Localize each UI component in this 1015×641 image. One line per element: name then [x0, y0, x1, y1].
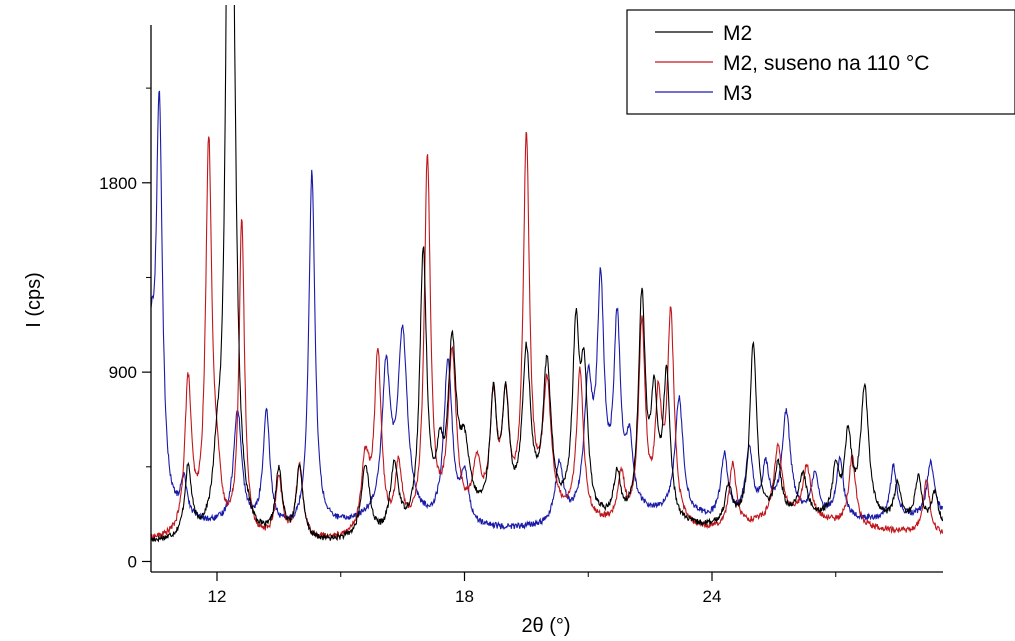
legend: M2 M2, suseno na 110 °C M3 — [626, 9, 1015, 115]
y-tick-label: 0 — [128, 552, 137, 571]
x-tick-label: 12 — [208, 587, 227, 606]
ticks: 0 900 1800 12 18 24 — [99, 87, 837, 606]
series-line-0 — [151, 5, 943, 543]
x-axis-label: 2θ (°) — [521, 615, 570, 637]
y-axis-label: I (cps) — [23, 272, 45, 328]
series-line-1 — [151, 131, 943, 541]
y-tick-label: 900 — [109, 363, 137, 382]
legend-label: M2 — [723, 22, 752, 45]
x-tick-label: 18 — [455, 587, 474, 606]
x-tick-label: 24 — [703, 587, 722, 606]
legend-label: M3 — [723, 82, 752, 105]
plot-area — [151, 5, 943, 543]
y-tick-label: 1800 — [99, 174, 137, 193]
legend-label: M2, suseno na 110 °C — [723, 52, 929, 75]
series-line-2 — [151, 90, 943, 531]
axes — [150, 25, 943, 573]
